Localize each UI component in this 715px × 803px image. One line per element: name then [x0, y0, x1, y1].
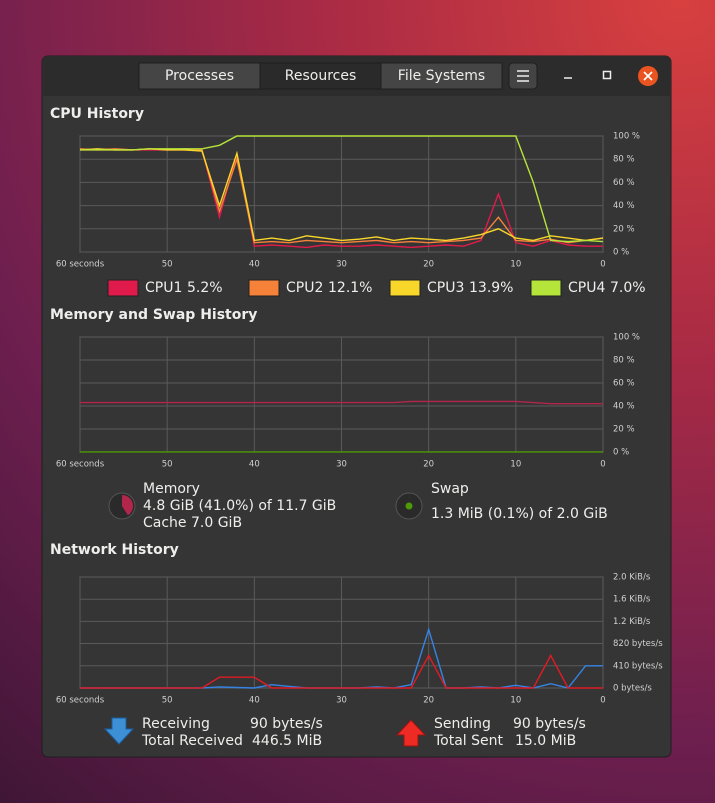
- x-tick-label: 20: [423, 696, 434, 706]
- x-tick-label: 10: [510, 460, 521, 470]
- x-tick-label: 30: [336, 696, 347, 706]
- tab-label[interactable]: Processes: [165, 68, 234, 84]
- menu-icon: [517, 70, 529, 82]
- section-title: Network History: [50, 542, 179, 558]
- network-rate: 90 bytes/s: [250, 716, 323, 732]
- x-tick-label: 40: [249, 696, 260, 706]
- maximize-button[interactable]: [602, 70, 612, 80]
- swap-label: Swap: [431, 481, 469, 497]
- series-line: [79, 148, 604, 242]
- legend-name: CPU1: [145, 280, 182, 296]
- y-tick-label: 2.0 KiB/s: [613, 573, 651, 583]
- y-tick-label: 40 %: [613, 402, 635, 412]
- x-tick-label: 10: [510, 260, 521, 270]
- legend-swatch[interactable]: [530, 279, 562, 297]
- close-icon: [643, 71, 653, 81]
- tab-label[interactable]: Resources: [285, 68, 357, 84]
- y-tick-label: 60 %: [613, 379, 635, 389]
- x-tick-label: 0: [600, 460, 605, 470]
- legend-value: 13.9%: [469, 280, 513, 296]
- x-tick-label: 40: [249, 260, 260, 270]
- y-tick-label: 0 %: [613, 248, 629, 258]
- tab[interactable]: [380, 62, 503, 90]
- legend-value: 5.2%: [187, 280, 223, 296]
- x-tick-label: 30: [336, 260, 347, 270]
- legend-swatch[interactable]: [107, 279, 139, 297]
- x-tick-label: 50: [162, 696, 173, 706]
- x-tick-label: 30: [336, 460, 347, 470]
- legend-name: CPU3: [427, 280, 464, 296]
- usage-pie: [122, 495, 134, 516]
- y-tick-label: 0 %: [613, 448, 629, 458]
- y-tick-label: 100 %: [613, 333, 640, 343]
- x-tick-label: 0: [600, 260, 605, 270]
- x-tick-label: 50: [162, 460, 173, 470]
- y-tick-label: 20 %: [613, 224, 635, 234]
- tab[interactable]: [138, 62, 261, 90]
- x-tick-label: 10: [510, 696, 521, 706]
- swap-dot: [405, 502, 413, 510]
- y-tick-label: 0 bytes/s: [613, 684, 652, 694]
- y-tick-label: 20 %: [613, 425, 635, 435]
- legend-value: 12.1%: [328, 280, 372, 296]
- y-tick-label: 100 %: [613, 132, 640, 142]
- y-tick-label: 60 %: [613, 178, 635, 188]
- y-tick-label: 1.2 KiB/s: [613, 617, 651, 627]
- y-tick-label: 40 %: [613, 201, 635, 211]
- legend-swatch[interactable]: [248, 279, 280, 297]
- series-line: [80, 135, 604, 243]
- legend-value: 7.0%: [610, 280, 646, 296]
- x-tick-label: 20: [423, 460, 434, 470]
- section-title: Memory and Swap History: [50, 307, 257, 323]
- y-tick-label: 410 bytes/s: [613, 661, 663, 671]
- network-label: Sending: [434, 716, 491, 732]
- tab-label[interactable]: File Systems: [398, 68, 485, 84]
- legend-swatch[interactable]: [389, 279, 421, 297]
- tab-bar: Processes Resources File Systems: [138, 62, 503, 90]
- memory-cache: Cache 7.0 GiB: [143, 515, 242, 531]
- series-line: [80, 400, 603, 405]
- network-rate: 90 bytes/s: [513, 716, 586, 732]
- x-tick-label: 60 seconds: [56, 696, 105, 706]
- x-tick-label: 60 seconds: [56, 460, 105, 470]
- swap-usage: 1.3 MiB (0.1%) of 2.0 GiB: [431, 506, 608, 522]
- network-label: Receiving: [142, 716, 210, 732]
- network-total: 446.5 MiB: [252, 733, 322, 749]
- legend-name: CPU2: [286, 280, 323, 296]
- y-tick-label: 80 %: [613, 155, 635, 165]
- network-total-label: Total Sent: [433, 733, 504, 749]
- x-tick-label: 40: [249, 460, 260, 470]
- memory-usage: 4.8 GiB (41.0%) of 11.7 GiB: [143, 498, 336, 514]
- x-tick-label: 20: [423, 260, 434, 270]
- sending-icon: [395, 719, 427, 747]
- section-title: CPU History: [50, 106, 144, 122]
- x-tick-label: 50: [162, 260, 173, 270]
- receiving-icon: [103, 717, 135, 745]
- legend-name: CPU4: [568, 280, 605, 296]
- x-tick-label: 0: [600, 696, 605, 706]
- y-tick-label: 80 %: [613, 356, 635, 366]
- memory-label: Memory: [143, 481, 200, 497]
- y-tick-label: 1.6 KiB/s: [613, 595, 651, 605]
- network-total-label: Total Received: [141, 733, 243, 749]
- network-total: 15.0 MiB: [515, 733, 576, 749]
- y-tick-label: 820 bytes/s: [613, 639, 663, 649]
- series-line: [80, 654, 603, 689]
- x-tick-label: 60 seconds: [56, 260, 105, 270]
